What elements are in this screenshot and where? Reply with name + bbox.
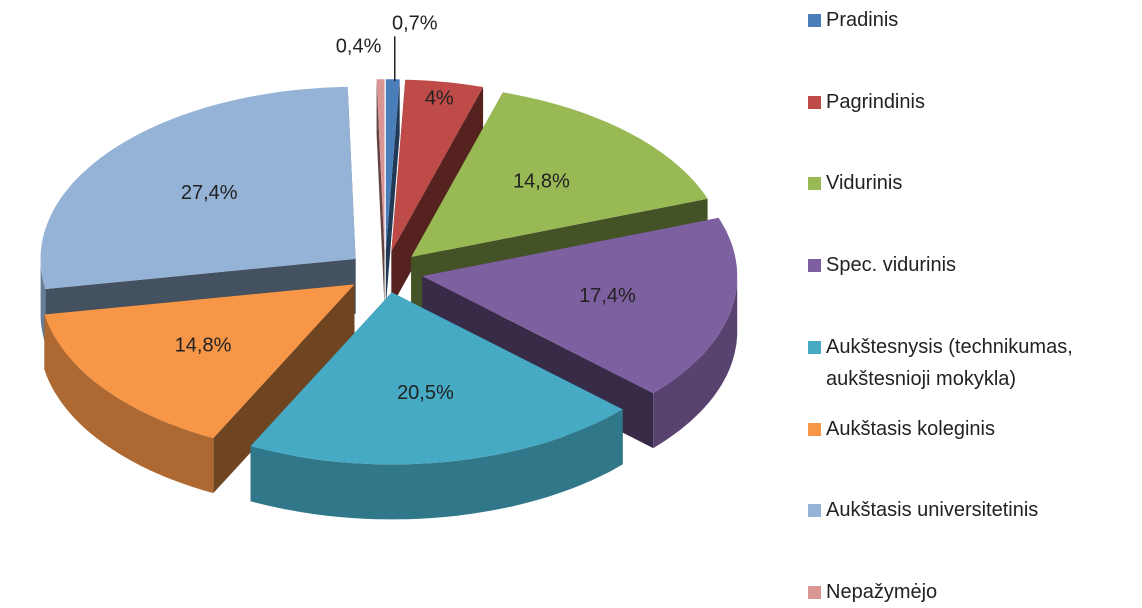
legend-item: Nepažymėjo <box>808 576 1138 608</box>
data-label: 20,5% <box>397 382 454 404</box>
slice-top <box>376 79 385 252</box>
slice <box>44 284 355 494</box>
legend-item: Pradinis <box>808 4 1138 36</box>
data-label: 17,4% <box>579 285 636 307</box>
slice <box>385 79 400 307</box>
legend-label: Pagrindinis <box>826 90 925 113</box>
data-label: 27,4% <box>181 182 238 204</box>
chart: 0,7% 4% 14,8% 17,4% 20,5% 14,8% 27,4% 0,4% <box>40 13 738 520</box>
slice-top <box>422 217 738 394</box>
legend-label: Pradinis <box>826 9 899 31</box>
legend-swatch <box>808 585 821 599</box>
slice-wall <box>44 314 214 494</box>
legend-swatch <box>808 259 821 273</box>
legend-item: Aukštasis universitetinis <box>808 494 1138 526</box>
legend-item: Aukštasis koleginis <box>808 413 1138 445</box>
slice-top <box>411 92 708 258</box>
legend-swatch <box>808 177 821 191</box>
slice-top <box>385 79 400 252</box>
legend-item: Vidurinis <box>808 167 1138 199</box>
slice-top <box>250 292 623 465</box>
slice-top <box>44 284 355 439</box>
data-label: 0,4% <box>336 36 382 58</box>
legend-swatch <box>808 14 821 27</box>
legend-swatch <box>808 504 821 518</box>
legend-label: Aukštesnysis (technikumas, aukštesnioji … <box>826 335 1073 390</box>
legend-item: Pagrindinis <box>808 86 1138 118</box>
slice-wall <box>250 409 623 520</box>
data-label: 4% <box>425 87 454 109</box>
legend-swatch <box>808 95 821 109</box>
legend-item: Spec. vidurinis <box>808 249 1138 281</box>
legend-swatch <box>808 422 821 436</box>
slice-top <box>391 79 484 252</box>
legend-label: Aukštasis koleginis <box>826 417 995 440</box>
slice <box>376 79 385 307</box>
slice-wall <box>40 258 46 344</box>
legend-label: Aukštasis universitetinis <box>826 499 1039 522</box>
legend-swatch <box>808 340 821 354</box>
data-label: 14,8% <box>513 170 570 192</box>
legend-label: Spec. vidurinis <box>826 254 957 277</box>
slice-side <box>385 79 400 307</box>
legend-item: Aukštesnysis (technikumas, aukštesnioji … <box>808 331 1138 395</box>
slice <box>250 292 623 520</box>
slice-top <box>40 86 356 290</box>
legend-label: Nepažymėjo <box>826 580 938 603</box>
slice-side <box>376 79 385 307</box>
data-label: 0,7% <box>392 13 438 35</box>
slice-wall <box>653 276 738 449</box>
data-label: 14,8% <box>175 334 232 356</box>
legend-label: Vidurinis <box>826 172 903 195</box>
